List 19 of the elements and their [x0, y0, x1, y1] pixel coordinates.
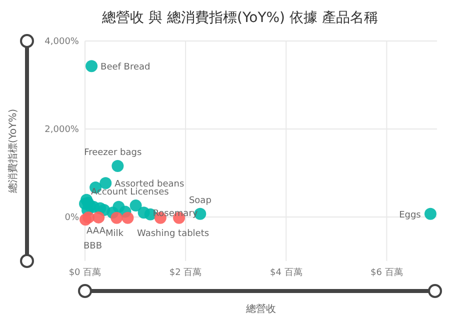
- annotation: Beef Bread: [100, 62, 150, 73]
- y-axis-title: 總消費指標(YoY%): [7, 108, 19, 194]
- annotation: Freezer bags: [84, 148, 142, 158]
- y-tick-label: 0%: [64, 213, 80, 223]
- x-tick-label: $0 百萬: [68, 267, 102, 278]
- annotation: Account Licenses: [90, 188, 170, 198]
- annotation: AAA: [86, 226, 106, 236]
- x-axis-title: 總營收: [245, 303, 276, 315]
- annotation: Eggs: [399, 210, 422, 220]
- y-tick-label: 2,000%: [44, 125, 80, 135]
- x-tick-label: $6 百萬: [370, 267, 403, 278]
- x-tick-label: $2 百萬: [169, 267, 202, 278]
- annotation: Washing tablets: [137, 228, 210, 239]
- chart-title: 總營收 與 總消費指標(YoY%) 依據 產品名稱: [101, 10, 378, 26]
- annotation: Soap: [188, 196, 212, 206]
- annotation: BBB: [84, 242, 102, 252]
- x-tick-label: $4 百萬: [270, 267, 302, 278]
- y-tick-label: 4,000%: [44, 37, 80, 47]
- annotation: Milk: [105, 228, 124, 239]
